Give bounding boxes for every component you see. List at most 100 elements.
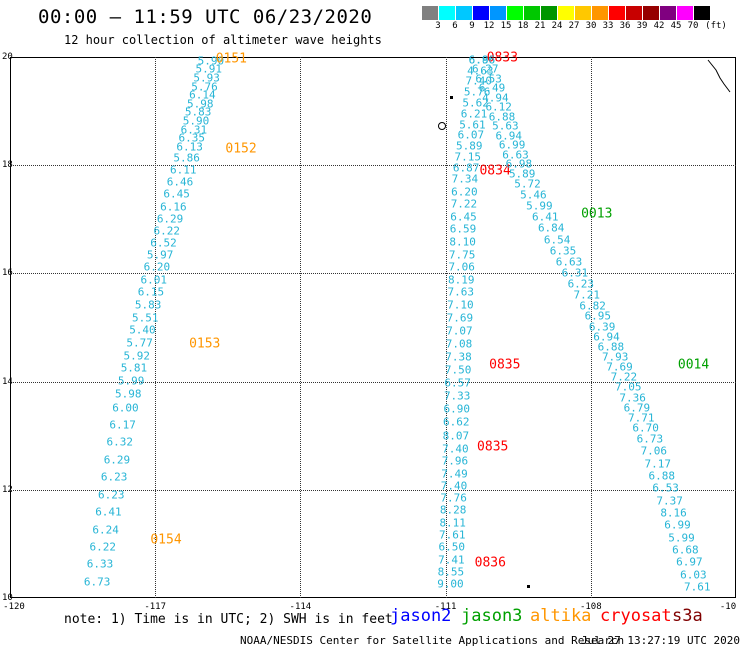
wave-height-value: 5.91	[195, 62, 222, 76]
wave-height-value: 5.98	[115, 387, 142, 401]
wave-height-value: 7.75	[448, 248, 476, 262]
wave-height-value: 6.63	[502, 148, 529, 162]
wave-height-value: 6.62	[443, 415, 470, 429]
wave-height-value: 6.01	[140, 273, 168, 287]
wave-height-value: 6.54	[543, 233, 571, 246]
wave-height-value: 6.98	[505, 157, 533, 171]
wave-height-value: 6.88	[648, 469, 675, 483]
wave-height-value: 5.90	[182, 114, 210, 128]
wave-height-value: 7.22	[450, 197, 478, 211]
wave-height-value: 7.07	[446, 324, 473, 338]
wave-height-value: 6.07	[457, 128, 485, 142]
wave-height-value: 5.83	[184, 105, 212, 119]
legend-label: 3	[435, 21, 441, 31]
wave-height-value: 7.17	[644, 457, 672, 471]
wave-height-value: 6.17	[109, 418, 136, 432]
credit-line: NOAA/NESDIS Center for Satellite Applica…	[240, 634, 625, 647]
wave-height-value: 6.20	[143, 260, 171, 274]
wave-height-value: 9.00	[437, 577, 464, 591]
wave-height-value: 7.34	[451, 172, 479, 186]
wave-height-value: 6.99	[664, 518, 691, 532]
pass-time-label: 0834	[479, 163, 511, 179]
wave-height-value: 5.83	[134, 298, 162, 312]
wave-height-value: 6.39	[588, 320, 616, 333]
wave-height-value: 7.69	[606, 360, 633, 374]
pass-time-label: 0153	[189, 336, 221, 352]
wave-height-value: 6.23	[567, 277, 595, 291]
grid-line-vertical	[155, 57, 157, 598]
color-legend	[421, 6, 710, 20]
wave-height-value: 7.41	[438, 553, 465, 567]
wave-height-value: 6.35	[549, 244, 577, 258]
wave-height-value: 6.79	[623, 401, 651, 415]
y-tick-label: 20	[2, 52, 13, 62]
pass-time-label: 0154	[150, 532, 182, 548]
wave-height-value: 5.62	[462, 96, 489, 110]
map-frame	[10, 57, 736, 598]
wave-height-value: 6.11	[170, 163, 197, 177]
wave-height-value: 6.14	[189, 88, 216, 102]
wave-height-value: 7.76	[440, 491, 467, 505]
legend-swatch	[625, 6, 642, 20]
x-tick-label: -111	[434, 602, 457, 612]
wave-height-value: 7.05	[614, 380, 642, 394]
wave-height-value: 7.61	[684, 580, 711, 594]
pass-time-label: 0151	[215, 51, 247, 67]
wave-height-value: 6.46	[166, 175, 194, 189]
wave-height-value: 8.16	[660, 506, 687, 520]
wave-height-value: 8.11	[439, 516, 466, 530]
x-tick-label: -120	[3, 602, 25, 612]
legend-label: 18	[517, 21, 529, 31]
legend-swatch	[574, 6, 591, 20]
grid-line-vertical	[445, 57, 447, 598]
wave-height-value: 6.29	[103, 453, 131, 467]
legend-swatch	[642, 6, 659, 20]
x-tick-label: -117	[144, 602, 167, 612]
legend-swatch	[472, 6, 489, 20]
wave-height-value: 6.63	[555, 255, 583, 269]
legend-label: 45	[670, 21, 682, 31]
legend-label: 39	[636, 21, 648, 31]
wave-height-value: 6.13	[176, 140, 203, 154]
wave-height-value: 5.76	[463, 85, 491, 99]
wave-height-value: 6.16	[160, 200, 187, 214]
wave-height-value: 7.63	[447, 285, 475, 299]
wave-height-value: 5.93	[193, 71, 220, 85]
wave-height-value: 5.98	[186, 97, 214, 111]
wave-height-value: 6.94	[593, 330, 620, 344]
wave-height-value: 6.94	[495, 129, 523, 143]
legend-label: 27	[568, 21, 580, 31]
wave-height-value: 6.57	[444, 376, 471, 390]
wave-height-value: 6.23	[100, 470, 128, 484]
wave-height-value: 7.08	[445, 337, 473, 351]
wave-height-value: 4.63	[467, 64, 494, 78]
wave-height-value: 6.52	[150, 236, 177, 250]
wave-height-value: 5.46	[520, 188, 547, 202]
legend-swatch	[557, 6, 574, 20]
wave-height-value: 6.99	[498, 138, 526, 152]
wave-height-value: 6.84	[537, 221, 565, 235]
wave-height-value: 6.50	[438, 540, 466, 554]
legend-swatch	[438, 6, 455, 20]
wave-height-value: 8.28	[439, 503, 467, 517]
grid-line-horizontal	[10, 273, 736, 275]
wave-height-value: 8.10	[449, 235, 476, 249]
wave-height-value: 6.29	[156, 212, 184, 226]
legend-swatch	[489, 6, 506, 20]
wave-height-value: 7.96	[441, 454, 469, 468]
wave-height-value: 5.99	[526, 199, 553, 213]
legend-swatch	[591, 6, 608, 20]
wave-height-value: 7.93	[601, 350, 629, 364]
wave-height-value: 6.88	[597, 340, 625, 354]
wave-height-value: 7.06	[640, 444, 668, 458]
wave-height-value: 6.31	[561, 266, 589, 280]
wave-height-value: 6.86	[468, 53, 496, 67]
y-tick-label: 10	[2, 593, 13, 603]
wave-height-value: 5.63	[492, 119, 519, 133]
wave-height-value: 5.89	[508, 167, 536, 181]
wave-height-value: 6.31	[180, 123, 208, 137]
wave-height-value: 6.32	[106, 435, 134, 449]
wave-height-value: 6.53	[652, 481, 679, 495]
wave-height-value: 6.27	[472, 62, 499, 76]
wave-height-value: 5.86	[173, 151, 200, 165]
